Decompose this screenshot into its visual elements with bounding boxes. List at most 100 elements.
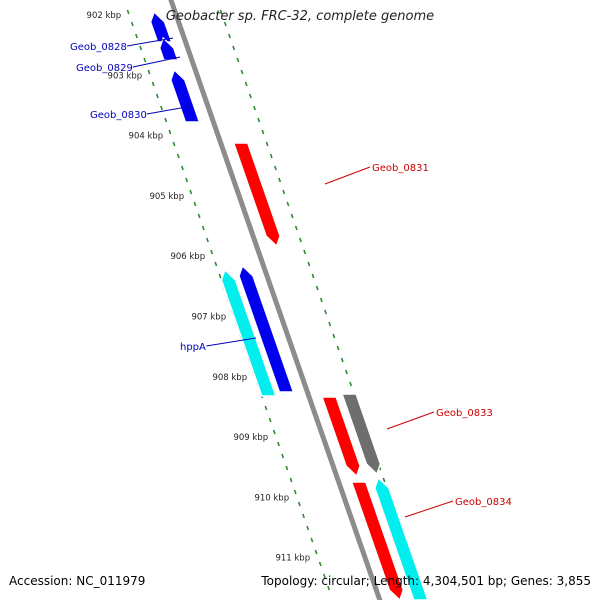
scale-tick-minor (218, 273, 222, 279)
scale-tick-minor (293, 489, 297, 495)
scale-tick-minor (210, 249, 214, 255)
gene-label-leader (404, 500, 454, 518)
scale-tick-minor (303, 249, 307, 255)
scale-label: 910 kbp (254, 493, 289, 503)
scale-tick-minor (297, 501, 301, 507)
scale-tick-minor (160, 105, 163, 111)
gene-label-geob_0829[interactable]: Geob_0829 (76, 63, 133, 74)
scale-tick-minor (314, 549, 318, 555)
scale-label: 903 kbp (108, 71, 143, 81)
scale-tick-minor (286, 201, 290, 207)
gene-arrow-geob_0830[interactable] (170, 68, 201, 123)
gene-arrow-hppa-rna[interactable] (220, 268, 277, 397)
scale-tick-minor (332, 333, 336, 339)
gene-arrow-geob_0833[interactable] (321, 396, 361, 478)
scale-tick-minor (193, 201, 197, 207)
scale-tick-minor (185, 177, 189, 183)
scale-tick-minor (273, 165, 277, 171)
scale-tick-minor (315, 285, 319, 291)
scale-tick-minor (172, 141, 176, 147)
scale-tick-minor (290, 213, 294, 219)
scale-tick-minor (349, 381, 353, 387)
scale-tick-minor (311, 273, 315, 279)
scale-tick-minor (294, 225, 298, 231)
scale-tick-minor (322, 573, 326, 579)
scale-tick-minor (261, 129, 265, 135)
gene-label-geob_0830[interactable]: Geob_0830 (90, 110, 147, 121)
scale-tick-minor (324, 309, 327, 315)
scale-tick-minor (310, 537, 314, 543)
scale-tick-minor (299, 237, 302, 243)
accession-text: Accession: NC_011979 (9, 574, 146, 588)
scale-tick-minor (344, 369, 348, 375)
scale-tick-minor (278, 177, 282, 183)
gene-label-hppa[interactable]: hppA (180, 342, 206, 353)
scale-tick-minor (285, 465, 289, 471)
scale-tick-minor (302, 513, 305, 519)
gene-arrow-geob_0834[interactable] (350, 481, 405, 600)
scale-tick-minor (223, 21, 227, 27)
scale-tick-minor (269, 153, 273, 159)
scale-tick-minor (244, 81, 248, 87)
scale-tick-minor (257, 117, 261, 123)
gene-label-leader (126, 37, 174, 47)
gene-arrow-geob_0833-other[interactable] (341, 393, 382, 476)
gene-arrow-geob_0829[interactable] (158, 36, 179, 61)
scale-tick-minor (307, 261, 311, 267)
scale-tick-minor (155, 93, 159, 99)
genome-summary-text: Topology: circular; Length: 4,304,501 bp… (261, 574, 591, 588)
scale-label: 904 kbp (129, 132, 164, 142)
scale-tick-minor (272, 429, 276, 435)
gene-label-leader (386, 411, 435, 430)
gene-label-geob_0833[interactable]: Geob_0833 (436, 408, 493, 419)
scale-tick-minor (228, 33, 231, 39)
scale-label: 908 kbp (212, 373, 247, 383)
scale-tick-minor (206, 237, 209, 243)
scale-tick-minor (327, 585, 331, 591)
scale-tick-minor (232, 45, 236, 51)
scale-tick-minor (336, 345, 340, 351)
scale-tick-minor (219, 9, 223, 15)
scale-tick-minor (382, 477, 386, 483)
scale-label: 905 kbp (149, 192, 184, 202)
gene-label-geob_0834[interactable]: Geob_0834 (455, 497, 512, 508)
gene-label-leader (324, 166, 371, 185)
gene-arrow-hppa[interactable] (238, 264, 295, 393)
scale-tick-minor (151, 81, 155, 87)
scale-tick-minor (277, 441, 280, 447)
scale-tick-minor (328, 321, 332, 327)
scale-label: 902 kbp (87, 11, 122, 21)
scale-tick-minor (139, 45, 143, 51)
scale-tick-minor (253, 105, 256, 111)
scale-tick-minor (318, 561, 322, 567)
scale-label: 909 kbp (233, 433, 268, 443)
genome-backbone (168, 0, 383, 600)
scale-tick-minor (248, 93, 252, 99)
scale-tick-minor (180, 165, 184, 171)
gene-label-geob_0828[interactable]: Geob_0828 (70, 42, 127, 53)
scale-tick-minor (281, 453, 285, 459)
scale-tick-minor (143, 57, 147, 63)
scale-label: 906 kbp (170, 252, 205, 262)
scale-tick-minor (164, 117, 168, 123)
scale-tick-minor (130, 21, 134, 27)
gene-label-geob_0831[interactable]: Geob_0831 (372, 163, 429, 174)
scale-tick-minor (147, 69, 151, 75)
gene-label-leader (132, 56, 181, 68)
scale-tick-minor (319, 297, 323, 303)
scale-tick-minor (289, 477, 293, 483)
scale-tick-minor (189, 189, 193, 195)
gene-arrow-geob_0831[interactable] (232, 142, 281, 248)
scale-tick-minor (240, 69, 244, 75)
scale-tick-minor (176, 153, 180, 159)
scale-label: 911 kbp (275, 554, 310, 564)
scale-tick-minor (340, 357, 344, 363)
gene-arrow-geob_0834-rna[interactable] (374, 476, 429, 600)
scale-tick-minor (197, 213, 201, 219)
scale-tick-minor (264, 405, 268, 411)
scale-tick-minor (201, 225, 205, 231)
scale-tick-minor (268, 417, 272, 423)
gene-label-leader (206, 337, 257, 347)
